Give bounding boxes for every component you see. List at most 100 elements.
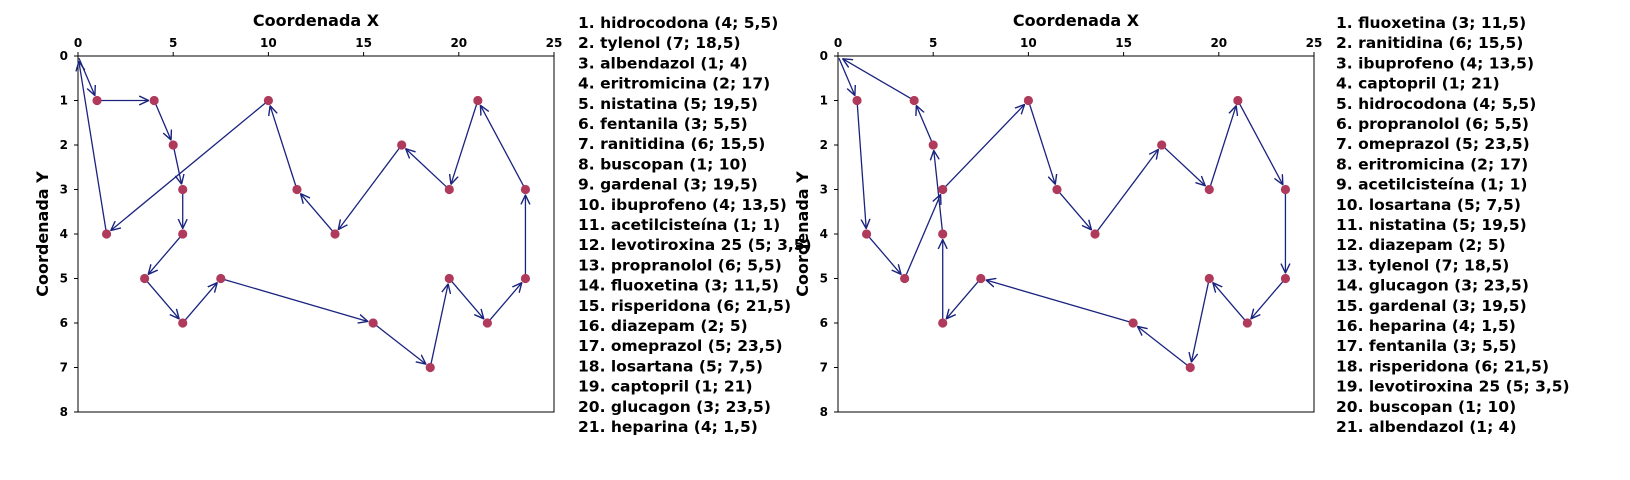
route-segment — [223, 278, 368, 321]
route-point — [263, 95, 273, 106]
legend-item: 2. tylenol (7; 18,5) — [578, 34, 741, 52]
route-segment — [145, 279, 179, 318]
legend-item: 12. levotiroxina 25 (5; 3,5) — [578, 236, 812, 254]
route-point — [1280, 273, 1291, 284]
y-tick-label: 8 — [60, 405, 68, 419]
legend-item: 17. fentanila (3; 5,5) — [1336, 337, 1517, 355]
route-point — [330, 229, 340, 239]
y-tick-label: 1 — [820, 94, 828, 108]
legend-item: 13. tylenol (7; 18,5) — [1336, 256, 1509, 274]
x-tick-label: 5 — [929, 36, 937, 50]
route-point — [101, 229, 112, 239]
route-point — [444, 184, 454, 195]
y-axis-title: Coordenada Y — [793, 171, 812, 297]
route-segment — [843, 59, 913, 100]
route-point — [292, 184, 302, 195]
y-tick-label: 0 — [820, 49, 828, 63]
route-segment — [1028, 102, 1055, 184]
legend-item: 6. fentanila (3; 5,5) — [578, 115, 748, 133]
route-point — [520, 273, 531, 284]
route-point — [1242, 318, 1252, 328]
route-segment — [1213, 283, 1247, 322]
legend-item: 13. propranolol (6; 5,5) — [578, 256, 782, 274]
route-segment — [1058, 190, 1092, 229]
x-tick-label: 10 — [260, 36, 277, 50]
legend-item: 4. captopril (1; 21) — [1336, 75, 1500, 93]
route-segment — [1209, 106, 1236, 188]
legend-item: 3. albendazol (1; 4) — [578, 54, 748, 72]
legend-item: 10. losartana (5; 7,5) — [1336, 196, 1521, 214]
x-tick-label: 10 — [1020, 36, 1037, 50]
legend-item: 21. albendazol (1; 4) — [1336, 418, 1517, 436]
y-tick-label: 5 — [60, 272, 68, 286]
route-point — [1280, 184, 1291, 195]
route-segment — [1096, 149, 1159, 233]
route-segment — [173, 147, 182, 184]
route-point — [368, 318, 378, 328]
route-point — [92, 95, 102, 106]
route-point — [1090, 229, 1100, 239]
legend-item: 5. hidrocodona (4; 5,5) — [1336, 95, 1536, 113]
route-point — [444, 273, 454, 284]
y-tick-label: 3 — [60, 183, 68, 197]
y-tick-label: 8 — [820, 405, 828, 419]
route-segment — [480, 105, 525, 188]
legend-item: 14. fluoxetina (3; 11,5) — [578, 277, 779, 295]
route-segment — [451, 102, 478, 184]
legend-item: 18. risperidona (6; 21,5) — [1336, 357, 1549, 375]
legend-item: 5. nistatina (5; 19,5) — [578, 95, 758, 113]
route-point — [1233, 95, 1243, 106]
legend-item: 15. gardenal (3; 19,5) — [1336, 297, 1527, 315]
route-chart-1: 0 5 10 15 20 25 0 1 2 3 4 5 6 7 8 Coordenada X Coordenad… — [33, 11, 812, 436]
legend-item: 18. losartana (5; 7,5) — [578, 357, 763, 375]
route-point — [909, 95, 919, 106]
route-point — [900, 273, 910, 284]
x-tick-label: 20 — [450, 36, 467, 50]
route-segment — [946, 279, 980, 318]
route-point — [178, 318, 188, 328]
route-segment — [1163, 146, 1206, 186]
route-segment — [905, 195, 941, 277]
y-tick-label: 5 — [820, 272, 828, 286]
legend-item: 8. buscopan (1; 10) — [578, 155, 747, 173]
legend-item: 4. eritromicina (2; 17) — [578, 75, 770, 93]
route-segment — [916, 106, 933, 143]
x-tick-label: 0 — [74, 36, 82, 50]
legend-item: 7. omeprazol (5; 23,5) — [1336, 135, 1530, 153]
legend-item: 19. levotiroxina 25 (5; 3,5) — [1336, 378, 1570, 396]
route-segment — [374, 324, 426, 365]
route-segment — [270, 106, 297, 188]
route-point — [178, 229, 188, 239]
route-point — [168, 140, 178, 150]
y-tick-label: 0 — [60, 49, 68, 63]
y-tick-label: 3 — [820, 183, 828, 197]
y-axis-title: Coordenada Y — [33, 171, 52, 297]
route-segment — [154, 102, 171, 140]
route-point — [852, 95, 862, 106]
route-segment — [450, 279, 484, 318]
route-point — [397, 140, 407, 150]
route-segment — [338, 146, 401, 230]
x-axis-title: Coordenada X — [253, 11, 380, 30]
route-point — [938, 184, 948, 195]
route-segment — [1251, 279, 1285, 318]
x-tick-label: 25 — [1306, 36, 1323, 50]
route-segment — [406, 149, 448, 189]
y-tick-label: 7 — [820, 361, 828, 375]
route-point — [216, 273, 226, 284]
legend-item: 14. glucagon (3; 23,5) — [1336, 277, 1529, 295]
legend-item: 16. heparina (4; 1,5) — [1336, 317, 1516, 335]
route-segment — [148, 235, 182, 274]
route-point — [976, 273, 986, 284]
route-point — [520, 184, 531, 195]
legend-item: 15. risperidona (6; 21,5) — [578, 297, 791, 315]
route-segment — [488, 283, 522, 322]
legend-item: 16. diazepam (2; 5) — [578, 317, 748, 335]
y-tick-label: 7 — [60, 361, 68, 375]
route-point — [425, 362, 435, 373]
legend-item: 1. fluoxetina (3; 11,5) — [1336, 14, 1526, 32]
x-axis-title: Coordenada X — [1013, 11, 1140, 30]
route-point — [1128, 318, 1138, 328]
legend-item: 1. hidrocodona (4; 5,5) — [578, 14, 778, 32]
